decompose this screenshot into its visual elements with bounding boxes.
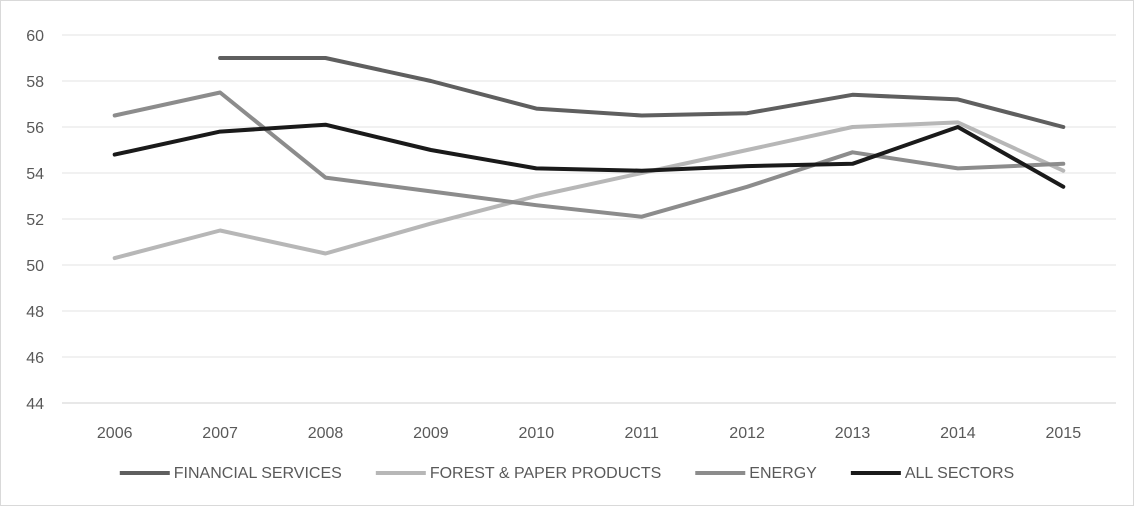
- y-tick-label: 50: [26, 258, 44, 275]
- y-tick-label: 58: [26, 74, 44, 91]
- y-tick-label: 56: [26, 120, 44, 137]
- y-tick-label: 60: [26, 28, 44, 45]
- x-tick-label: 2010: [519, 425, 555, 442]
- x-tick-label: 2012: [729, 425, 765, 442]
- y-tick-label: 44: [26, 396, 44, 413]
- x-tick-label: 2013: [835, 425, 871, 442]
- x-tick-label: 2011: [624, 425, 659, 442]
- x-tick-label: 2006: [97, 425, 133, 442]
- legend-label-financial-services: FINANCIAL SERVICES: [174, 465, 342, 482]
- legend-label-forest-paper-products: FOREST & PAPER PRODUCTS: [430, 465, 661, 482]
- y-axis-tick-labels: 44 46 48 50 52 54 56 58 60: [26, 28, 44, 413]
- x-tick-label: 2008: [308, 425, 344, 442]
- x-tick-label: 2014: [940, 425, 976, 442]
- y-tick-label: 54: [26, 166, 44, 183]
- y-tick-label: 48: [26, 304, 44, 321]
- y-tick-label: 52: [26, 212, 44, 229]
- y-tick-label: 46: [26, 350, 44, 367]
- x-tick-label: 2009: [413, 425, 449, 442]
- legend-label-all-sectors: ALL SECTORS: [905, 465, 1014, 482]
- x-tick-label: 2015: [1046, 425, 1082, 442]
- x-tick-label: 2007: [202, 425, 238, 442]
- legend-label-energy: ENERGY: [749, 465, 817, 482]
